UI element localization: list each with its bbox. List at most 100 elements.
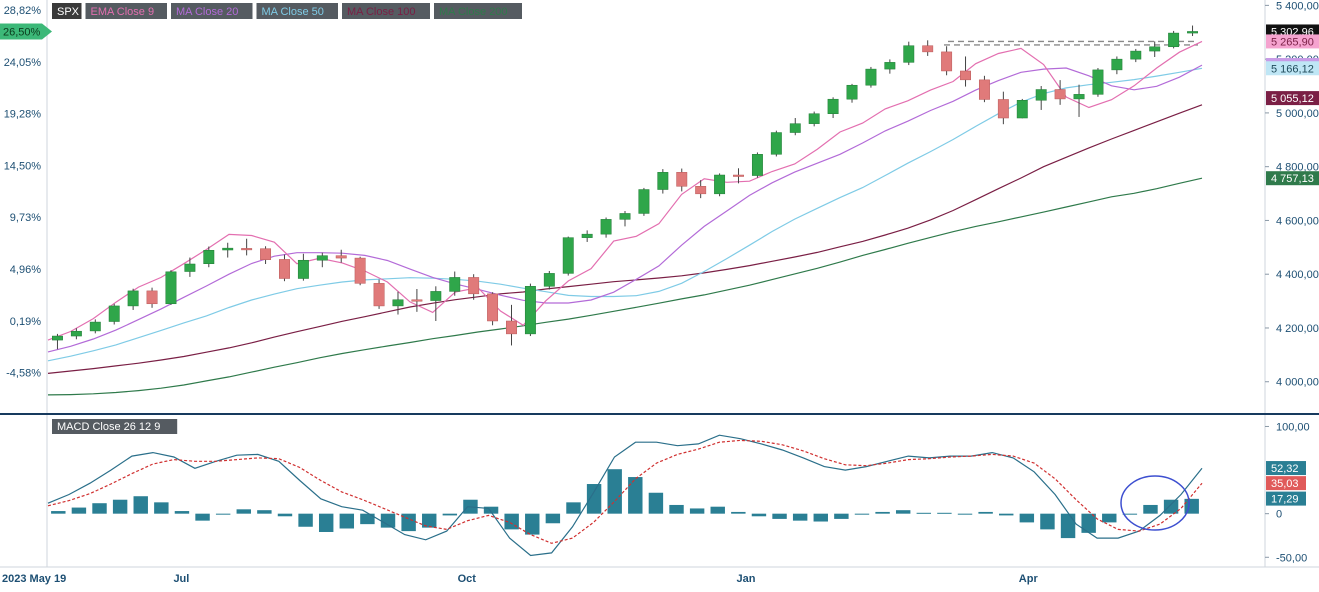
candle-body — [1016, 100, 1028, 119]
macd-histogram-bar — [792, 513, 808, 521]
macd-histogram-bar — [174, 511, 190, 514]
macd-histogram-bar — [916, 512, 932, 514]
candle-body — [335, 255, 347, 259]
candle-body — [733, 174, 744, 177]
macd-histogram-bar — [1163, 499, 1179, 514]
candle-body — [543, 273, 555, 287]
time-axis-labels: 2023 May 19 Jul Oct Jan Apr — [2, 573, 1038, 585]
macd-title-box[interactable]: MACD Close 26 12 9 — [52, 419, 178, 434]
macd-histogram-bar — [1081, 513, 1096, 533]
macd-histogram-bar — [545, 513, 561, 524]
legend-label[interactable]: MA Close 200 — [439, 6, 507, 18]
legend-box[interactable] — [85, 3, 168, 19]
price-tag-box — [1266, 171, 1319, 186]
legend-box[interactable] — [342, 3, 430, 19]
legend-label[interactable]: SPX — [57, 6, 80, 18]
moving-average-lines — [47, 40, 1203, 396]
legend-label[interactable]: MA Close 50 — [262, 6, 324, 18]
candle-body — [52, 335, 63, 341]
macd-histogram-bar — [1143, 504, 1158, 514]
price-axis-labels: 5 400,005 200,005 000,004 800,004 600,00… — [1265, 0, 1319, 389]
candle-body — [373, 283, 385, 307]
candle-body — [997, 99, 1009, 119]
macd-histogram-bar — [215, 513, 231, 515]
candle-body — [714, 174, 726, 195]
macd-histogram-bar — [813, 513, 828, 522]
candle-body — [146, 290, 158, 305]
candle-body — [789, 123, 801, 133]
macd-histogram-bar — [112, 499, 128, 514]
candle-body — [1054, 89, 1066, 100]
percent-axis-label: 4,96% — [10, 264, 41, 276]
ma50-line — [47, 67, 1203, 362]
candle-body — [865, 68, 877, 86]
candle-body — [1187, 31, 1198, 34]
candle-body — [941, 51, 953, 72]
candle-body — [978, 79, 990, 100]
candle-body — [922, 45, 934, 53]
candle-body — [960, 70, 971, 81]
price-axis-label: 4 600,00 — [1276, 215, 1319, 227]
macd-tag-box — [1266, 461, 1306, 476]
macd-histogram-bar — [957, 513, 973, 515]
macd-histogram-bar — [751, 513, 767, 517]
macd-tag-label: 17,29 — [1271, 494, 1299, 506]
ma20-line — [47, 64, 1203, 353]
candle-body — [770, 132, 782, 155]
candle-body — [203, 250, 215, 264]
macd-histogram-bar — [895, 510, 911, 514]
macd-histogram-bar — [401, 513, 416, 532]
legend-box[interactable] — [171, 3, 253, 19]
macd-annotation — [1120, 475, 1190, 531]
candle-body — [506, 320, 517, 335]
legend-label[interactable]: MA Close 100 — [347, 6, 415, 18]
percent-marker-shape — [0, 23, 52, 40]
legend-box[interactable] — [434, 3, 522, 19]
macd-tag-label: 35,03 — [1271, 478, 1299, 490]
price-axis-label: 4 000,00 — [1276, 377, 1319, 389]
price-axis-label: 4 200,00 — [1276, 323, 1319, 335]
macd-histogram-bar — [566, 502, 581, 514]
candle-body — [127, 290, 139, 307]
time-axis-label: Oct — [458, 573, 477, 585]
macd-histogram-bar — [154, 502, 169, 514]
macd-lines — [47, 434, 1203, 557]
legend-box[interactable] — [256, 3, 339, 19]
candle-body — [297, 259, 309, 279]
candle-body — [411, 299, 423, 302]
chart-frame — [0, 0, 1319, 568]
macd-histogram-bar — [318, 513, 334, 532]
macd-histogram-bar — [772, 513, 787, 519]
legend-label[interactable]: EMA Close 9 — [91, 6, 155, 18]
macd-histogram-bar — [1019, 513, 1035, 523]
macd-histogram-bar — [1060, 513, 1076, 539]
macd-histogram-bar — [669, 504, 684, 514]
macd-tag-box — [1266, 476, 1306, 491]
percent-axis-label: -4,58% — [6, 368, 41, 380]
macd-histogram-bar — [442, 513, 458, 516]
signal-line — [47, 439, 1203, 544]
indicator-legend[interactable]: SPX EMA Close 9 MA Close 20 MA Close 50 MA C… — [52, 3, 522, 19]
legend-label[interactable]: MA Close 20 — [176, 6, 238, 18]
candle-body — [884, 62, 896, 70]
macd-histogram-bar — [628, 477, 643, 514]
candle-body — [70, 330, 82, 337]
price-tag-label: 5 055,12 — [1271, 93, 1314, 105]
macd-histogram-bar — [133, 496, 148, 514]
time-axis-label: 2023 May 19 — [2, 573, 66, 585]
macd-histogram-bar — [689, 508, 705, 514]
legend-box[interactable] — [52, 3, 82, 19]
candle-body — [1092, 69, 1104, 95]
candle-body — [487, 293, 499, 322]
candle-body — [903, 45, 915, 63]
candle-body — [260, 248, 272, 260]
macd-title-box[interactable] — [52, 419, 178, 434]
percent-axis-label: 0,19% — [10, 316, 41, 328]
candle-body — [600, 219, 612, 235]
macd-axis-label: 0 — [1276, 509, 1282, 521]
macd-histogram-bar — [854, 513, 870, 515]
macd-title-label[interactable]: MACD Close 26 12 9 — [57, 421, 160, 433]
macd-histogram-bar — [978, 511, 993, 514]
price-tag-label: 5 166,12 — [1271, 63, 1314, 75]
